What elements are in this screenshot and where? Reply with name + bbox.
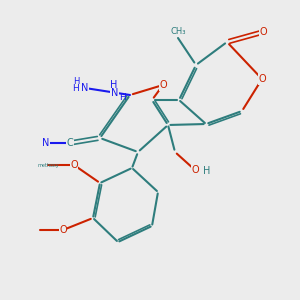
Text: CH₃: CH₃	[170, 28, 186, 37]
Text: N: N	[81, 83, 89, 93]
Text: H: H	[119, 94, 126, 103]
Text: N: N	[111, 88, 118, 98]
Text: N: N	[42, 138, 50, 148]
Text: H: H	[72, 84, 78, 93]
Text: methoxy: methoxy	[37, 163, 59, 167]
Text: O: O	[191, 165, 199, 175]
Text: C: C	[67, 138, 73, 148]
Text: O: O	[59, 225, 67, 235]
Text: H: H	[110, 80, 117, 89]
Text: H: H	[74, 77, 80, 86]
Text: O: O	[259, 27, 267, 37]
Text: H: H	[203, 167, 211, 176]
Text: O: O	[159, 80, 167, 90]
Text: O: O	[70, 160, 78, 170]
Text: O: O	[258, 74, 266, 84]
